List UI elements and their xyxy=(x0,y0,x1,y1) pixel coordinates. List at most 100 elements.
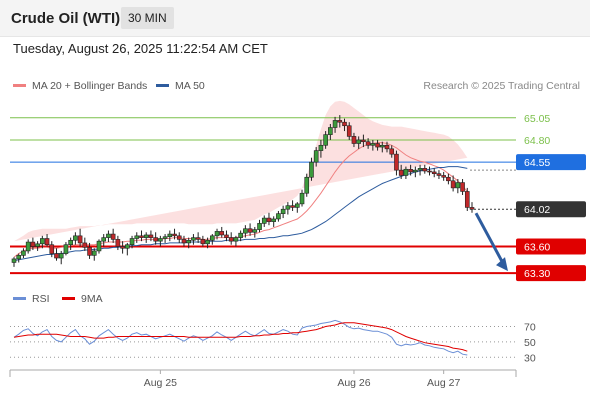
candle xyxy=(318,139,324,158)
candle-body-up xyxy=(285,205,291,210)
candle xyxy=(389,145,395,158)
candle xyxy=(455,179,461,194)
title-bar: Crude Oil (WTI) 30 MIN xyxy=(0,0,590,37)
candle xyxy=(252,226,258,238)
price-panel: 65.05 64.80 64.55 64.02 63.60 63.30 xyxy=(10,100,586,282)
candle xyxy=(68,237,73,251)
candle xyxy=(153,232,158,245)
candle-body-up xyxy=(313,150,319,163)
candle xyxy=(44,234,50,247)
candle-body-up xyxy=(125,244,130,249)
candle xyxy=(294,202,300,213)
x-tick-label: Aug 27 xyxy=(427,377,460,389)
candle-body-up xyxy=(35,243,40,247)
candle xyxy=(63,242,69,256)
candle-body-up xyxy=(205,239,210,245)
candle xyxy=(328,123,333,140)
candle-body-down xyxy=(460,182,465,192)
candle xyxy=(200,235,206,247)
candle xyxy=(238,230,243,242)
candle xyxy=(125,242,130,256)
candle-body-up xyxy=(294,203,300,208)
candle xyxy=(134,232,140,243)
candle xyxy=(436,170,442,180)
candle-body-down xyxy=(219,231,225,236)
candle xyxy=(162,234,168,243)
candle-body-up xyxy=(134,235,140,239)
candle-body-up xyxy=(252,229,258,233)
legend-label-9ma: 9MA xyxy=(81,293,103,305)
candle xyxy=(261,215,267,227)
candle xyxy=(214,228,220,240)
candle xyxy=(210,234,215,245)
level-target-0: 65.05 xyxy=(10,113,550,125)
candle-body-up xyxy=(101,237,107,242)
candle xyxy=(379,141,385,153)
candle xyxy=(375,139,380,151)
x-tick-label: Aug 26 xyxy=(337,377,370,389)
candle-body-up xyxy=(403,168,409,176)
candle-body-down xyxy=(337,120,343,123)
candle-body-down xyxy=(431,171,437,174)
candle-body-up xyxy=(58,253,64,259)
timeframe-button[interactable]: 30 MIN xyxy=(121,7,174,29)
candle-body-down xyxy=(120,246,125,249)
candle-body-up xyxy=(21,250,26,256)
candle-body-down xyxy=(464,191,470,208)
candle-body-down xyxy=(384,144,390,150)
candle xyxy=(243,225,248,238)
level-label-box xyxy=(516,238,586,255)
candle-body-down xyxy=(176,235,182,240)
candle-body-up xyxy=(96,240,102,252)
candle xyxy=(398,164,404,180)
candle-body-down xyxy=(172,233,177,237)
candle xyxy=(120,241,125,254)
rsi-tick-label: 70 xyxy=(524,322,536,334)
time-axis: Aug 25 Aug 26 Aug 27 xyxy=(9,369,517,389)
candle xyxy=(224,230,229,242)
candle-body-up xyxy=(304,176,310,194)
level-label-text: 64.55 xyxy=(524,157,550,169)
candle xyxy=(247,223,253,236)
candle-body-up xyxy=(276,213,281,220)
candle xyxy=(191,234,196,245)
candle xyxy=(276,210,281,222)
chart-datetime: Tuesday, August 26, 2025 11:22:54 AM CET xyxy=(13,41,268,56)
candle-body-down xyxy=(30,241,36,247)
candle xyxy=(413,166,418,178)
research-credit: Research © 2025 Trading Central xyxy=(423,80,580,92)
candle xyxy=(384,141,390,153)
candle-body-down xyxy=(398,169,404,176)
legend-item-9ma: 9MA xyxy=(62,293,103,305)
legend-label-ma50: MA 50 xyxy=(175,80,205,92)
candle-body-up xyxy=(91,250,97,256)
candle-body-down xyxy=(365,141,371,146)
candle-body-down xyxy=(228,237,234,242)
candle-body-up xyxy=(309,161,314,178)
candle xyxy=(394,150,399,176)
level-pivot-2: 64.55 xyxy=(10,154,586,171)
candle xyxy=(101,234,107,247)
candle xyxy=(365,138,371,149)
candle-body-up xyxy=(261,217,267,224)
candle xyxy=(73,232,78,245)
candle xyxy=(446,173,451,185)
candle-body-up xyxy=(214,231,220,237)
level-target-1: 64.80 xyxy=(10,135,550,147)
rsi-tick-label: 50 xyxy=(524,337,536,349)
candle-body-up xyxy=(455,182,461,189)
level-label-box xyxy=(516,265,586,282)
candle-body-down xyxy=(110,233,116,240)
candle xyxy=(205,237,210,249)
candle-body-down xyxy=(44,238,50,246)
candle-body-down xyxy=(266,217,272,222)
candle xyxy=(158,235,163,247)
candle xyxy=(129,235,135,249)
legend-label-rsi: RSI xyxy=(32,293,50,305)
candle xyxy=(417,164,423,176)
candle xyxy=(431,168,437,178)
legend-label-bollinger: MA 20 + Bollinger Bands xyxy=(32,80,148,92)
candle-body-up xyxy=(63,244,69,254)
candle xyxy=(257,219,262,233)
